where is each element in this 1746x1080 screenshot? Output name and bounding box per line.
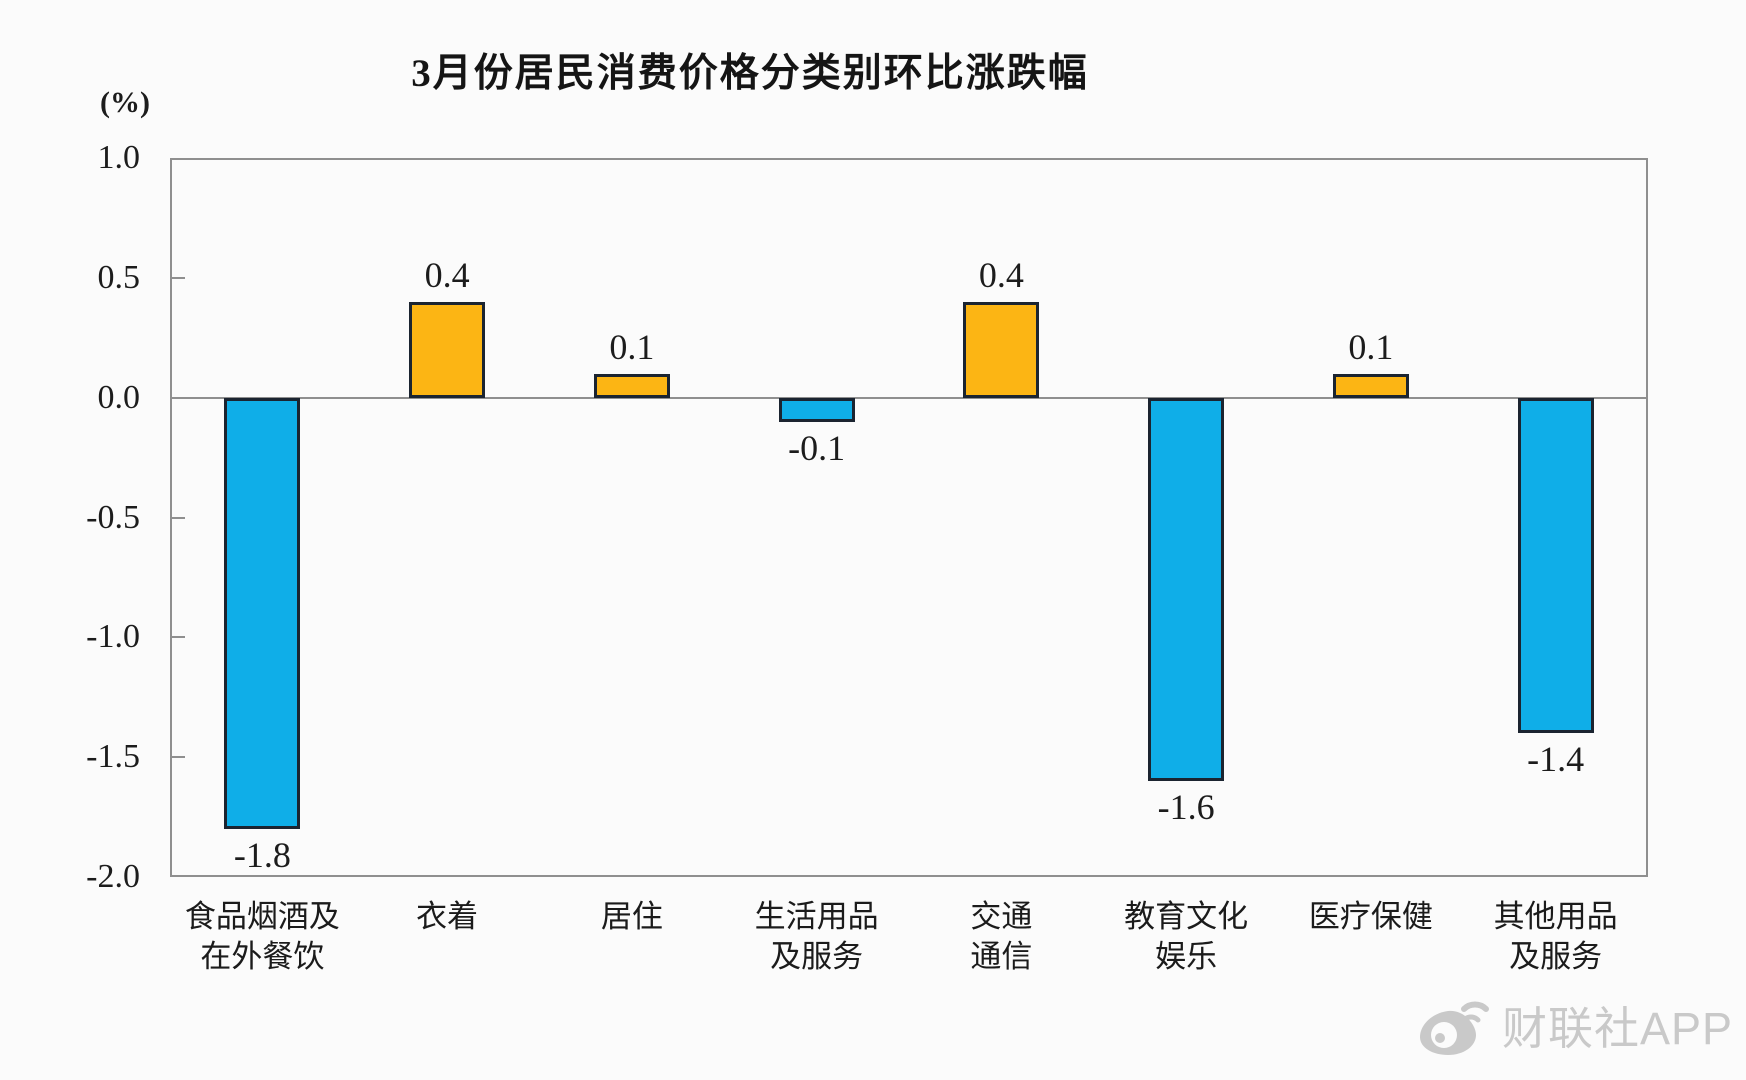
bar-value-label: 0.4 bbox=[424, 254, 470, 295]
bar-value-label: 0.1 bbox=[1348, 326, 1394, 367]
x-axis-category-label: 医疗保健 bbox=[1261, 897, 1481, 937]
y-axis-tick-mark bbox=[172, 516, 185, 519]
zero-axis-line bbox=[170, 396, 1648, 399]
x-axis-category-line: 医疗保健 bbox=[1308, 899, 1433, 934]
x-axis-category-line: 交通 bbox=[970, 899, 1033, 934]
x-axis-category-line: 衣着 bbox=[416, 899, 479, 934]
x-axis-category-label: 居住 bbox=[522, 897, 742, 937]
bar-8 bbox=[1517, 397, 1594, 734]
watermark: 财联社APP bbox=[1418, 992, 1733, 1057]
watermark-text: 财联社APP bbox=[1502, 1003, 1734, 1054]
x-axis-category-line: 居住 bbox=[600, 899, 663, 934]
y-axis-tick-label: -1.5 bbox=[86, 738, 140, 776]
weibo-logo-icon bbox=[1420, 1001, 1489, 1055]
x-axis-category-label: 其他用品 及服务 bbox=[1446, 897, 1666, 977]
x-axis-category-line: 在外餐饮 bbox=[200, 939, 325, 974]
y-axis-tick-label: -0.5 bbox=[86, 498, 140, 536]
bar-value-label: -1.8 bbox=[233, 835, 291, 876]
y-axis-tick-mark bbox=[172, 276, 185, 279]
y-axis-unit-label: (%) bbox=[100, 86, 150, 119]
plot-area bbox=[170, 158, 1648, 877]
y-axis-tick-label: -2.0 bbox=[86, 858, 140, 895]
bar-2 bbox=[409, 301, 486, 398]
chart-title: 3月份居民消费价格分类别环比涨跌幅 bbox=[411, 52, 1089, 95]
bar-6 bbox=[1148, 397, 1225, 782]
x-axis-category-label: 交通 通信 bbox=[891, 897, 1111, 977]
bar-5 bbox=[963, 301, 1040, 398]
x-axis-category-line: 其他用品 bbox=[1493, 899, 1618, 934]
x-axis-category-label: 教育文化 娱乐 bbox=[1076, 897, 1296, 977]
bar-value-label: -0.1 bbox=[788, 427, 846, 468]
bar-value-label: -1.4 bbox=[1527, 739, 1585, 780]
bar-1 bbox=[224, 397, 301, 830]
x-axis-category-line: 教育文化 bbox=[1124, 899, 1249, 934]
bar-value-label: 0.4 bbox=[978, 254, 1024, 295]
y-axis-tick-label: 0.0 bbox=[97, 378, 141, 416]
bar-value-label: -1.6 bbox=[1157, 787, 1215, 828]
x-axis-category-line: 及服务 bbox=[770, 939, 864, 974]
x-axis-category-line: 及服务 bbox=[1509, 939, 1603, 974]
y-axis-tick-label: -1.0 bbox=[86, 618, 140, 656]
y-axis-tick-mark bbox=[172, 756, 185, 759]
x-axis-category-label: 食品烟酒及 在外餐饮 bbox=[152, 897, 372, 977]
y-axis-tick-mark bbox=[172, 636, 185, 639]
bar-7 bbox=[1332, 373, 1409, 398]
bar-3 bbox=[593, 373, 670, 398]
x-axis-category-label: 衣着 bbox=[337, 897, 557, 937]
y-axis-tick-label: 0.5 bbox=[97, 258, 141, 296]
x-axis-category-label: 生活用品 及服务 bbox=[707, 897, 927, 977]
x-axis-category-line: 食品烟酒及 bbox=[184, 899, 340, 934]
bar-value-label: 0.1 bbox=[609, 326, 655, 367]
x-axis-category-line: 通信 bbox=[970, 939, 1033, 974]
x-axis-category-line: 生活用品 bbox=[754, 899, 879, 934]
y-axis-tick-label: 1.0 bbox=[97, 139, 141, 176]
x-axis-category-line: 娱乐 bbox=[1155, 939, 1218, 974]
bar-4 bbox=[778, 397, 855, 422]
